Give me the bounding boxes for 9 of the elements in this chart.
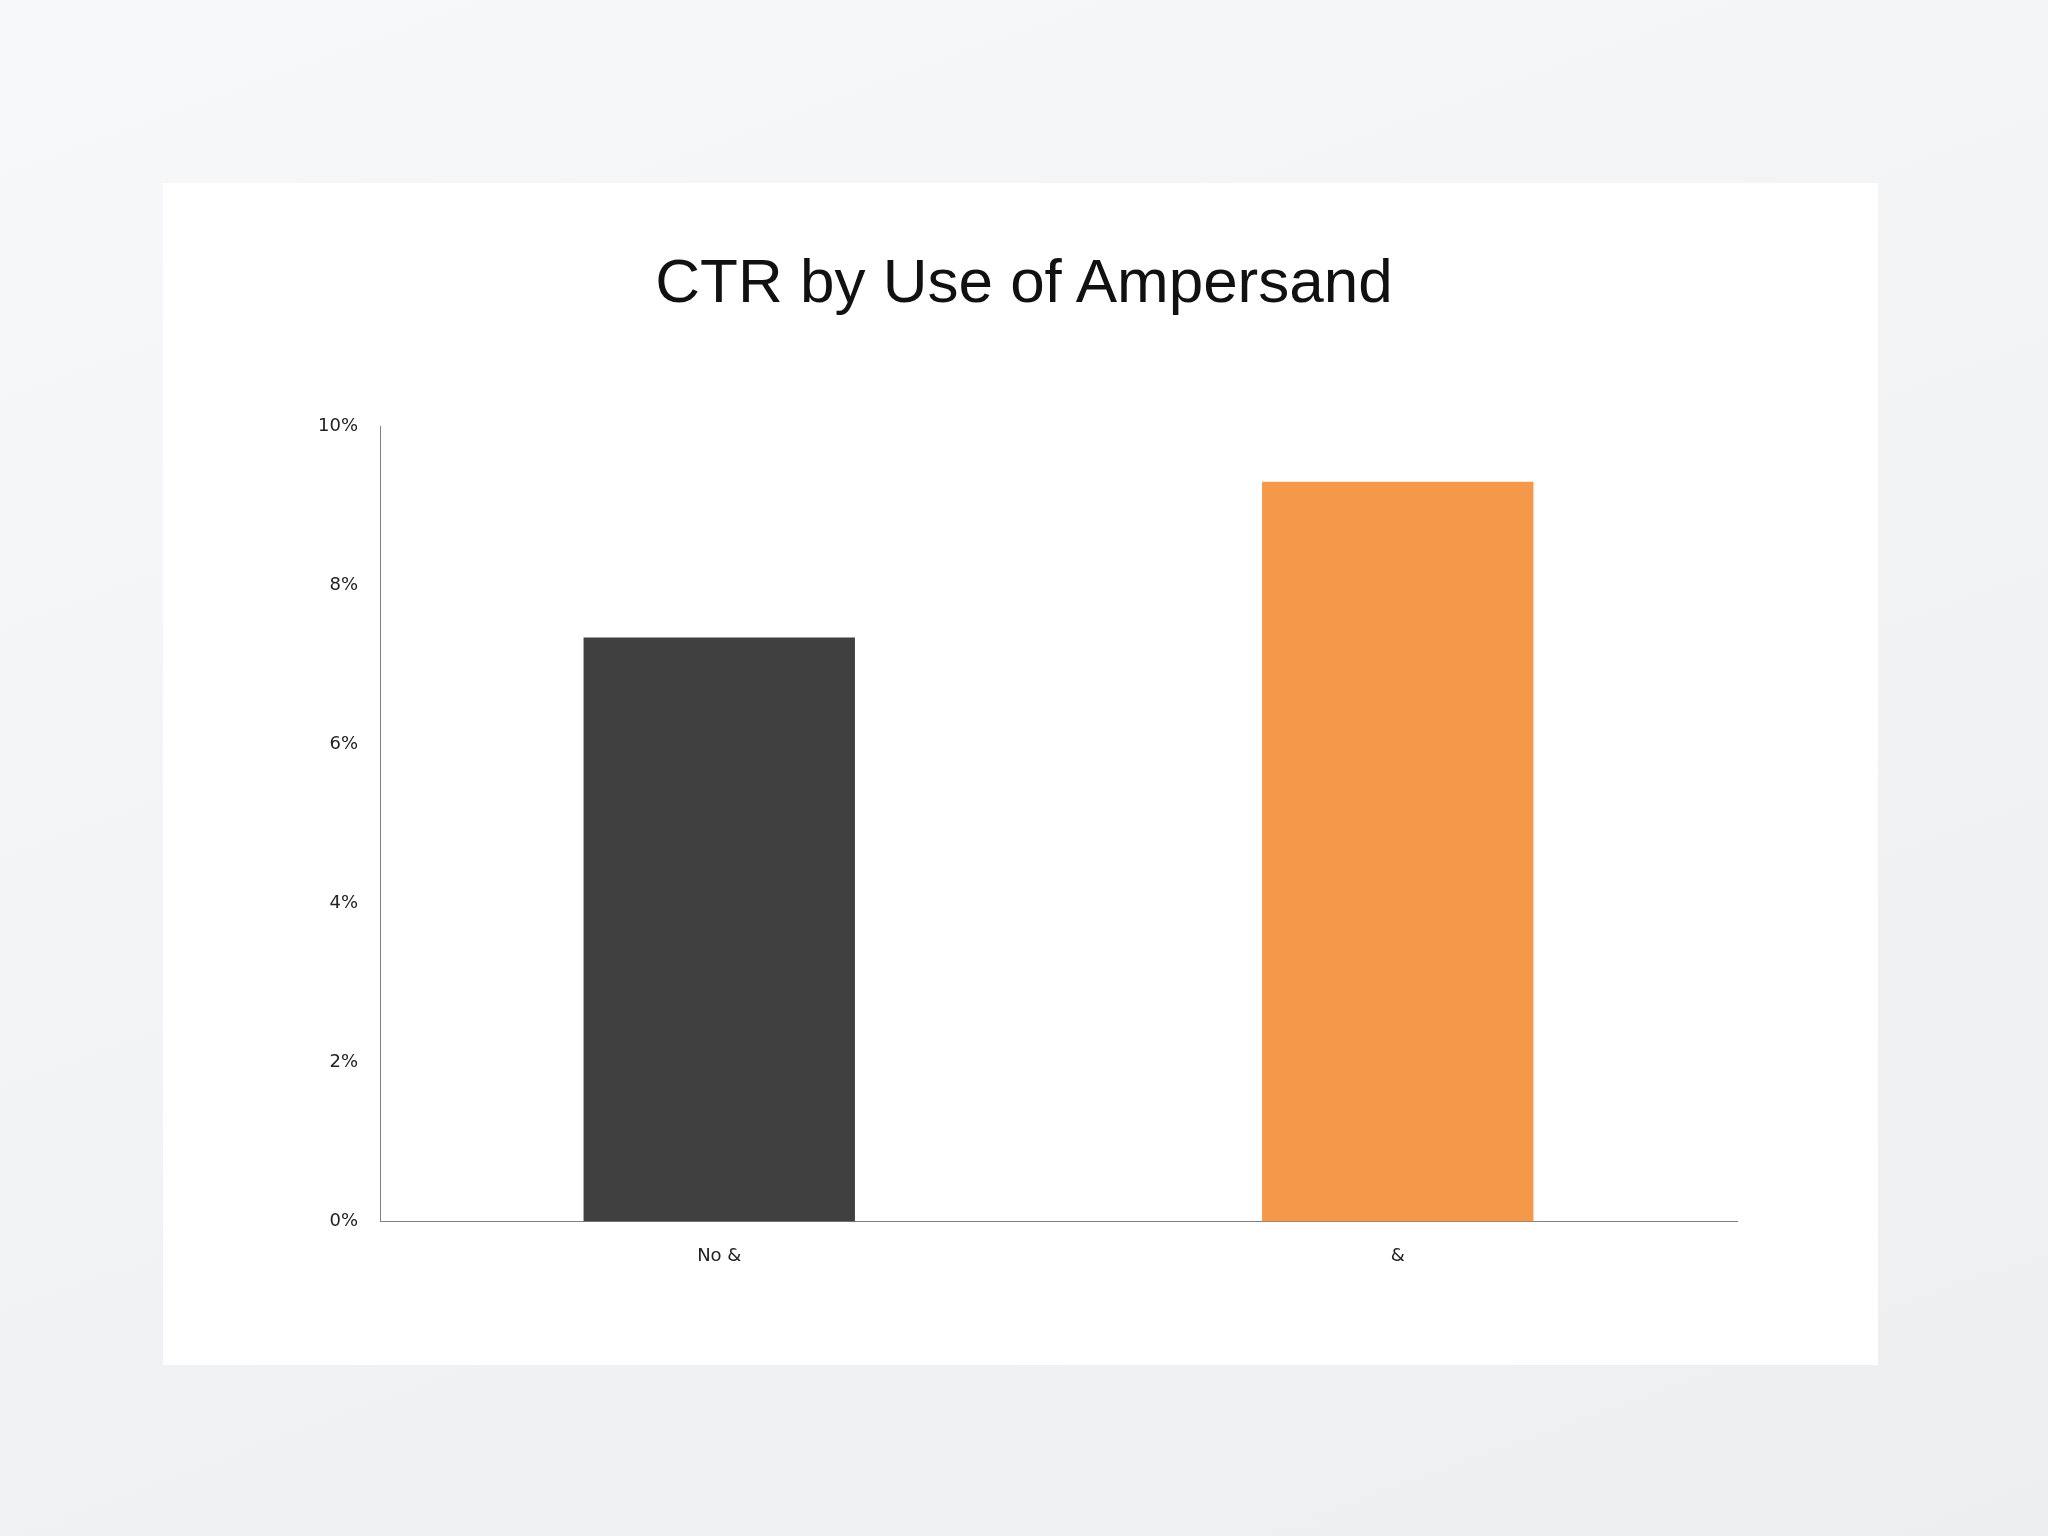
y-tick-label: 2%: [329, 1049, 358, 1071]
y-tick-label: 6%: [329, 731, 358, 753]
x-tick-label: &: [1390, 1243, 1405, 1265]
y-tick-label: 10%: [317, 413, 358, 435]
x-tick-label: No &: [697, 1243, 742, 1265]
y-tick-label: 4%: [329, 890, 358, 912]
y-tick-label: 0%: [329, 1209, 358, 1231]
chart-title: CTR by Use of Ampersand: [654, 245, 1394, 316]
y-tick-label: 8%: [329, 572, 358, 594]
